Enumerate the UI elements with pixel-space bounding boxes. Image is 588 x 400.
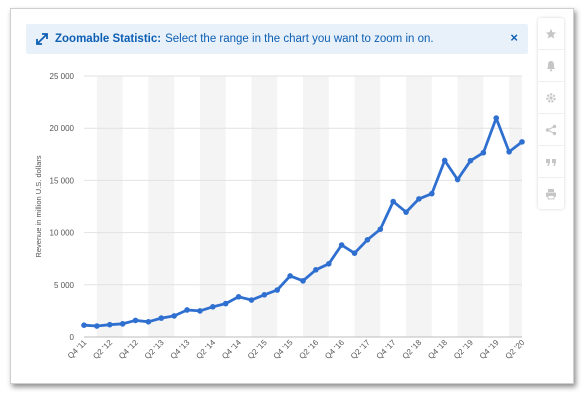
x-tick-label: Q4 '17: [375, 338, 398, 361]
notification-button[interactable]: [538, 50, 564, 82]
y-tick-label: 5 000: [54, 281, 75, 290]
data-point: [403, 209, 409, 215]
data-point: [467, 157, 474, 164]
banner-message: Select the range in the chart you want t…: [165, 33, 434, 45]
quote-icon: [546, 158, 556, 166]
side-toolbar: [538, 18, 564, 209]
x-tick-label: Q2 '14: [194, 338, 217, 361]
data-point: [235, 294, 242, 300]
data-point: [94, 323, 100, 329]
data-point: [300, 278, 306, 284]
data-point: [390, 198, 396, 205]
x-tick-label: Q2 '13: [143, 338, 166, 361]
print-button[interactable]: [538, 178, 564, 209]
x-tick-label: Q2 '19: [452, 338, 475, 361]
expand-arrows-icon: [36, 33, 48, 45]
x-tick-label: Q4 '16: [323, 338, 346, 361]
x-tick-label: Q2 '20: [504, 338, 527, 361]
data-point: [248, 297, 255, 303]
data-point: [119, 321, 126, 327]
x-tick-label: Q2 '16: [297, 338, 320, 361]
data-point: [429, 190, 435, 197]
data-point: [313, 266, 319, 273]
x-band: [303, 76, 329, 337]
x-band: [148, 76, 175, 337]
data-point: [519, 139, 525, 145]
x-axis-ticks: Q4 '11 Q2 '12 Q4 '12 Q2 '13 Q4 '13 Q2 '14 Q4 '…: [66, 338, 527, 361]
data-point: [222, 300, 229, 307]
data-point: [287, 273, 293, 279]
data-point: [364, 237, 371, 243]
data-point: [261, 292, 268, 298]
data-point: [416, 196, 422, 202]
x-tick-label: Q4 '15: [272, 338, 295, 361]
data-point: [377, 226, 384, 233]
x-tick-label: Q4 '14: [220, 338, 243, 361]
data-point: [454, 176, 461, 183]
data-point: [480, 149, 487, 156]
y-tick-label: 20 000: [50, 124, 75, 133]
close-icon[interactable]: ×: [510, 30, 518, 45]
x-tick-label: Q2 '17: [349, 338, 372, 361]
banner-title: Zoomable Statistic:: [55, 33, 162, 45]
data-point: [106, 321, 113, 328]
data-point: [210, 304, 216, 310]
data-point: [132, 317, 139, 324]
x-bands: [96, 76, 522, 337]
data-point: [441, 157, 448, 164]
data-point: [158, 315, 165, 321]
x-tick-label: Q2 '18: [400, 338, 423, 361]
star-button[interactable]: [538, 18, 564, 50]
gear-icon: [546, 92, 556, 103]
x-band: [354, 76, 381, 337]
data-point: [493, 115, 500, 121]
grid-lines: [84, 75, 522, 338]
cite-button[interactable]: [538, 146, 564, 178]
data-point: [197, 308, 203, 314]
data-point: [145, 318, 152, 325]
y-tick-label: 15 000: [50, 176, 75, 185]
x-tick-label: Q4 '12: [117, 338, 140, 361]
x-tick-label: Q2 '15: [246, 338, 269, 361]
data-point: [338, 242, 345, 248]
data-point: [81, 322, 87, 329]
x-tick-label: Q4 '13: [169, 338, 192, 361]
zoom-banner: Zoomable Statistic: Select the range in …: [26, 24, 528, 54]
x-tick-label: Q4 '18: [426, 338, 449, 361]
y-axis-label: Revenue in million U.S. dollars: [34, 155, 43, 257]
print-icon: [546, 188, 556, 199]
data-point: [274, 287, 281, 293]
share-icon: [545, 124, 557, 135]
data-point: [506, 148, 512, 155]
y-axis-ticks: 0 5 000 10 000 15 000 20 000 25 000: [50, 72, 75, 342]
y-tick-label: 10 000: [50, 229, 75, 238]
data-point: [351, 250, 358, 256]
x-band: [199, 76, 226, 337]
y-tick-label: 25 000: [50, 72, 75, 81]
series-line: [81, 115, 525, 329]
bell-icon: [546, 60, 556, 71]
data-point: [325, 261, 332, 267]
x-tick-label: Q4 '19: [478, 338, 501, 361]
star-icon: [545, 28, 557, 39]
data-point: [184, 307, 190, 313]
settings-button[interactable]: [538, 82, 564, 114]
x-band: [509, 76, 522, 337]
data-point: [171, 313, 177, 319]
x-tick-label: Q2 '12: [91, 338, 114, 361]
x-band: [457, 76, 484, 337]
y-tick-label: 0: [70, 333, 75, 342]
x-band: [96, 76, 123, 337]
share-button[interactable]: [538, 114, 564, 146]
